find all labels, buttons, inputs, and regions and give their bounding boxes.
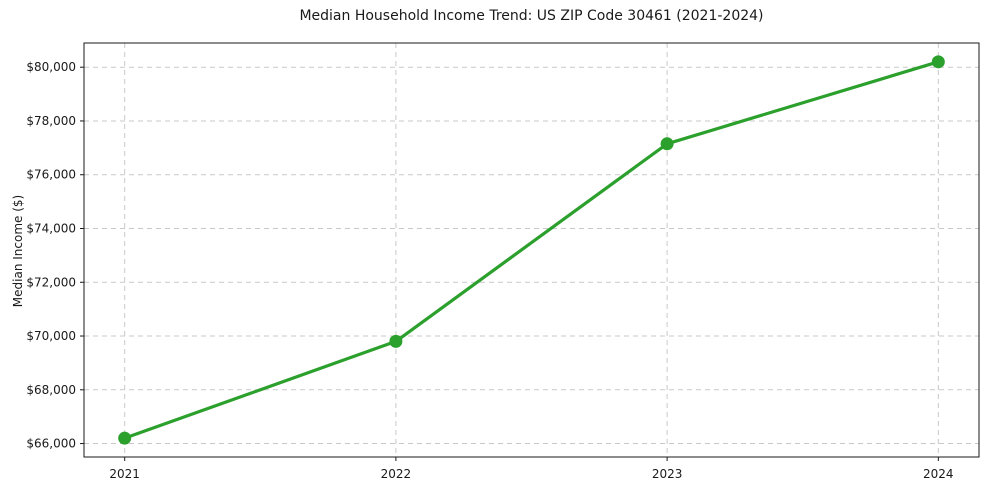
x-tick-label: 2023 <box>652 467 683 481</box>
data-point-2022 <box>389 334 403 348</box>
data-point-2024 <box>931 55 945 69</box>
y-tick-label: $78,000 <box>26 114 76 128</box>
x-tick-label: 2022 <box>381 467 412 481</box>
trend-line <box>124 60 939 440</box>
y-tick-label: $72,000 <box>26 275 76 289</box>
data-point-2021 <box>118 431 132 445</box>
x-tick-label: 2021 <box>109 467 140 481</box>
y-tick-label: $74,000 <box>26 221 76 235</box>
y-tick-label: $76,000 <box>26 168 76 182</box>
data-point-2023 <box>660 137 674 151</box>
plot-border <box>83 42 980 458</box>
y-tick-label: $70,000 <box>26 329 76 343</box>
y-tick-label: $66,000 <box>26 437 76 451</box>
x-tick-label: 2024 <box>923 467 954 481</box>
y-tick-label: $68,000 <box>26 383 76 397</box>
chart-title: Median Household Income Trend: US ZIP Co… <box>299 8 764 24</box>
y-tick-label: $80,000 <box>26 60 76 74</box>
